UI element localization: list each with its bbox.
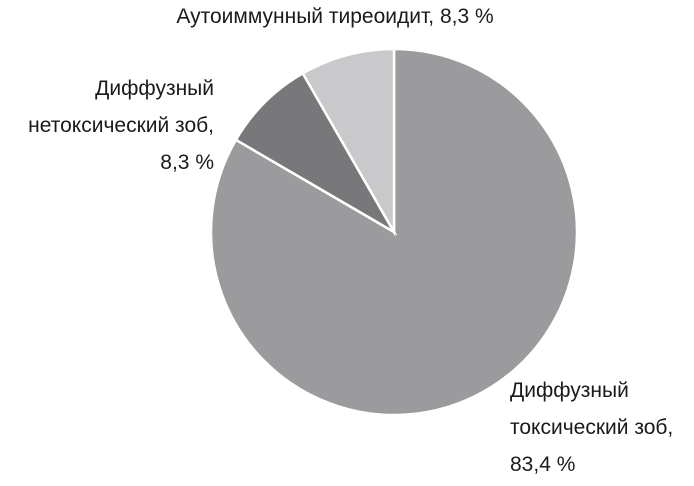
value-label: 83,4 % (510, 453, 576, 476)
pie-slice (301, 47, 396, 237)
slice-label: Аутоиммунный тиреоидит, 8,3 % (160, 0, 510, 35)
value-label: 8,3 % (160, 151, 214, 174)
category-label: Диффузный нетоксический зоб, (28, 77, 214, 137)
pie-slice (234, 71, 398, 236)
category-label: Диффузный токсический зоб, (510, 379, 674, 439)
value-label: 8,3 % (439, 5, 494, 28)
slice-label: Диффузный токсический зоб, 83,4 % (510, 372, 694, 483)
category-label: Аутоиммунный тиреоидит, (176, 5, 435, 28)
slice-label: Диффузный нетоксический зоб, 8,3 % (0, 70, 214, 181)
